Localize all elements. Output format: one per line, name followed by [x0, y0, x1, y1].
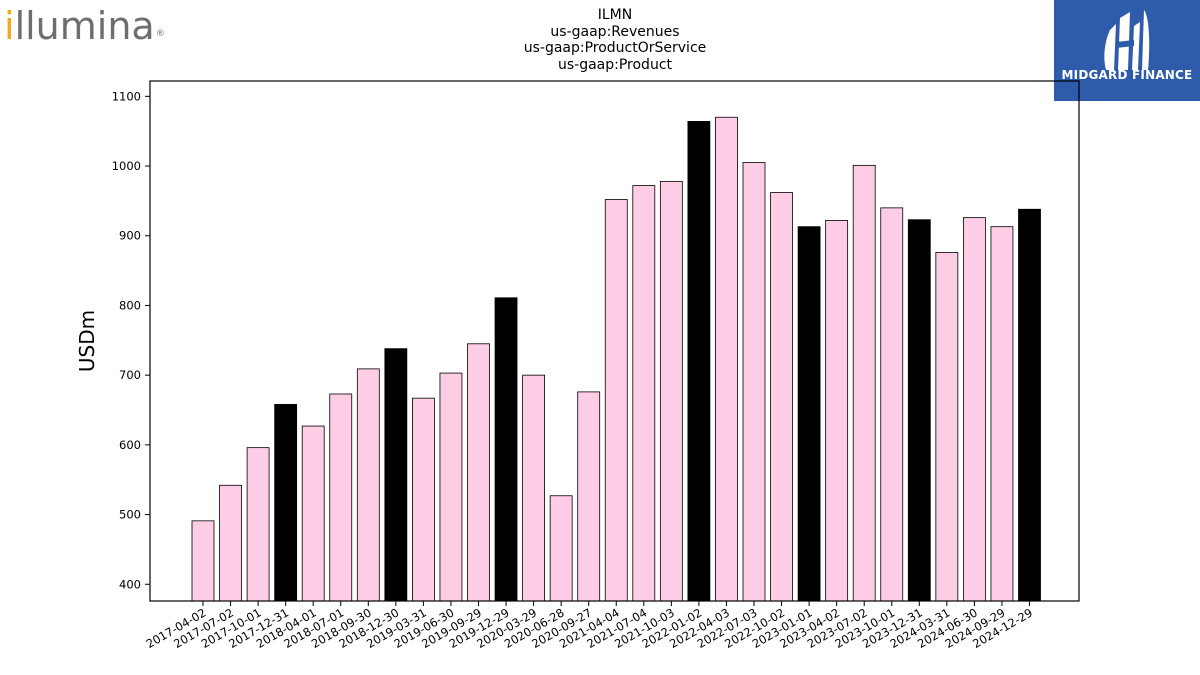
- title-line-2: us-gaap:Revenues: [550, 23, 680, 40]
- bar-2019-09-29: [467, 343, 490, 602]
- bar-2023-01-01: [797, 226, 821, 602]
- y-tick-label: 500: [119, 508, 141, 522]
- bar-2019-03-31: [411, 397, 435, 602]
- plot-frame: [149, 80, 1080, 602]
- y-tick-label: 400: [119, 577, 141, 591]
- bar-2020-03-29: [522, 374, 545, 602]
- bar-2024-06-30: [963, 217, 986, 602]
- bar-2023-10-01: [880, 207, 904, 602]
- y-tick-label: 1100: [112, 89, 141, 103]
- bar-2023-12-31: [907, 219, 931, 602]
- bar-2022-07-03: [742, 162, 766, 602]
- title-line-4: us-gaap:Product: [557, 56, 673, 73]
- bar-2024-12-29: [1018, 208, 1041, 602]
- bar-2020-06-28: [549, 495, 573, 602]
- midgard-finance-logo: MIDGARD FINANCE: [1054, 0, 1200, 101]
- bar-2022-01-02: [687, 121, 711, 602]
- bar-2021-04-04: [604, 199, 628, 602]
- bar-2022-04-03: [715, 116, 738, 602]
- y-tick-label: 800: [119, 298, 141, 312]
- y-tick-label: 900: [119, 229, 141, 243]
- bar-2022-10-02: [770, 192, 793, 602]
- bar-2019-06-30: [439, 372, 463, 602]
- bar-2018-07-01: [329, 393, 353, 602]
- title-line-1: ILMN: [597, 7, 633, 23]
- bar-2023-07-02: [852, 164, 876, 602]
- bar-2020-09-27: [577, 391, 601, 602]
- illumina-logo: illumina®: [4, 4, 165, 48]
- bar-2023-04-02: [825, 220, 849, 602]
- midgard-finance-text: MIDGARD FINANCE: [1061, 68, 1193, 82]
- y-tick-label: 700: [119, 368, 141, 382]
- y-tick-label: 1000: [112, 159, 141, 173]
- bar-2017-04-02: [191, 520, 215, 602]
- bar-2019-12-29: [494, 297, 518, 602]
- y-tick-label: 600: [119, 438, 141, 452]
- bar-2017-07-02: [219, 484, 242, 602]
- bar-2017-12-31: [274, 404, 298, 602]
- bar-2021-10-03: [659, 180, 683, 602]
- bar-2024-09-29: [990, 226, 1014, 602]
- bar-2024-03-31: [935, 252, 959, 602]
- y-axis-label: USDm: [75, 310, 99, 372]
- chart-title: ILMN us-gaap:Revenues us-gaap:ProductOrS…: [415, 7, 815, 73]
- title-line-3: us-gaap:ProductOrService: [523, 40, 707, 56]
- bar-2017-10-01: [246, 447, 270, 602]
- bar-2018-12-30: [384, 348, 408, 602]
- bar-2018-09-30: [356, 368, 380, 602]
- bar-2018-04-01: [301, 425, 325, 602]
- midgard-emblem-icon: [1104, 10, 1150, 70]
- bar-2021-07-04: [632, 185, 656, 602]
